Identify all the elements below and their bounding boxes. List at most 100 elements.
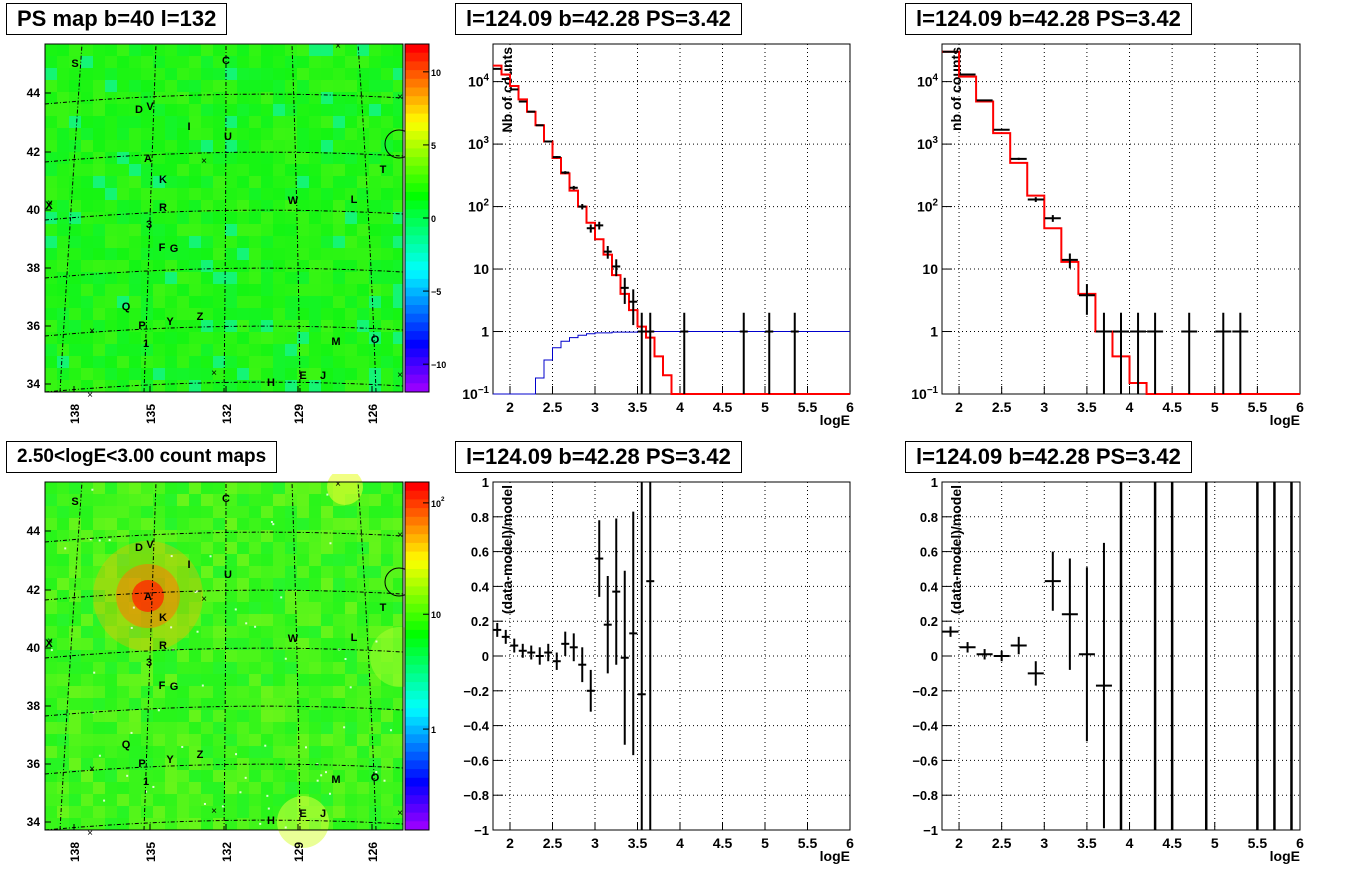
- map-cell: [333, 578, 345, 590]
- map-cell: [309, 176, 321, 188]
- map-cell: [213, 320, 225, 332]
- map-cell: [105, 284, 117, 296]
- map-cell: [321, 344, 333, 356]
- x-tick-label: 4.5: [1162, 399, 1182, 415]
- map-cell: [381, 734, 393, 746]
- map-speckle: [234, 608, 237, 611]
- map-x-tick-label: 129: [292, 404, 306, 424]
- colorbar-segment: [405, 690, 429, 700]
- source-label: P: [138, 320, 145, 332]
- colorbar-segment: [405, 148, 429, 158]
- colorbar-frame: [404, 481, 430, 831]
- map-cell: [45, 650, 57, 662]
- map-cell: [225, 104, 237, 116]
- colorbar-tick-label: 10: [431, 610, 441, 620]
- map-cell: [105, 602, 117, 614]
- map-cell: [237, 482, 249, 494]
- source-label: F: [159, 242, 166, 254]
- colorbar-segment: [405, 278, 429, 289]
- map-cell: [237, 356, 249, 368]
- map-cell: [81, 758, 93, 770]
- map-cell: [57, 236, 69, 248]
- map-cell: [213, 530, 225, 542]
- map-cell: [93, 566, 105, 578]
- map-cell: [249, 770, 261, 782]
- map-cell: [261, 80, 273, 92]
- map-cell: [393, 116, 403, 128]
- y-tick-label: −0.6: [912, 753, 938, 768]
- map-cell: [189, 284, 201, 296]
- map-cell: [333, 308, 345, 320]
- map-cell: [141, 344, 153, 356]
- map-cell: [81, 176, 93, 188]
- map-cell: [333, 44, 345, 56]
- map-cell: [105, 806, 117, 818]
- map-cell: [45, 662, 57, 674]
- map-cell: [81, 344, 93, 356]
- map-cell: [129, 794, 141, 806]
- x-axis-label: logE: [1270, 412, 1300, 428]
- map-cell: [393, 212, 403, 224]
- map-cell: [213, 686, 225, 698]
- map-cell: [201, 638, 213, 650]
- map-cell: [345, 104, 357, 116]
- map-grid-meridian: [291, 43, 301, 393]
- map-cell: [213, 56, 225, 68]
- map-cell: [225, 530, 237, 542]
- map-cell: [225, 128, 237, 140]
- map-cell: [153, 758, 165, 770]
- map-cell: [297, 116, 309, 128]
- map-cell: [201, 614, 213, 626]
- map-cell: [249, 356, 261, 368]
- map-cell: [297, 614, 309, 626]
- map-cell: [321, 80, 333, 92]
- map-cell: [381, 236, 393, 248]
- map-cell: [69, 248, 81, 260]
- map-y-tick-label: 44: [27, 86, 41, 100]
- map-cell: [69, 698, 81, 710]
- map-cell: [81, 260, 93, 272]
- map-cell: [141, 506, 153, 518]
- map-cell: [297, 200, 309, 212]
- map-cell: [237, 698, 249, 710]
- x-tick-label: 2.5: [543, 399, 563, 415]
- y-tick-label: −0.6: [463, 753, 489, 768]
- map-cell: [153, 188, 165, 200]
- map-cell: [141, 44, 153, 56]
- map-cell: [357, 746, 369, 758]
- y-tick-label: 0: [931, 649, 938, 664]
- map-cell: [153, 212, 165, 224]
- map-cell: [393, 494, 403, 506]
- map-cell: [57, 602, 69, 614]
- map-cell: [165, 686, 177, 698]
- map-speckle: [280, 596, 283, 599]
- map-cell: [213, 482, 225, 494]
- map-cell: [369, 116, 381, 128]
- map-cell: [129, 638, 141, 650]
- map-cell: [381, 344, 393, 356]
- map-cell: [369, 542, 381, 554]
- map-cell: [177, 380, 189, 392]
- map-cell: [309, 602, 321, 614]
- map-cell: [309, 212, 321, 224]
- map-cell: [237, 164, 249, 176]
- colorbar-segment: [405, 777, 429, 787]
- map-cell: [261, 380, 273, 392]
- map-cell: [201, 770, 213, 782]
- map-cell: [345, 164, 357, 176]
- map-cell: [69, 320, 81, 332]
- map-cell: [297, 770, 309, 782]
- map-cell: [189, 80, 201, 92]
- map-cross-marker: ×: [397, 370, 403, 381]
- map-cell: [369, 590, 381, 602]
- map-cell: [105, 200, 117, 212]
- map-cell: [189, 272, 201, 284]
- map-frame: [44, 481, 404, 831]
- map-speckle: [157, 709, 160, 712]
- map-speckle: [316, 779, 319, 782]
- y-tick-label: −0.8: [463, 788, 489, 803]
- map-cell: [381, 710, 393, 722]
- x-tick-label: 3.5: [1077, 835, 1097, 851]
- map-cell: [285, 140, 297, 152]
- map-cell: [345, 332, 357, 344]
